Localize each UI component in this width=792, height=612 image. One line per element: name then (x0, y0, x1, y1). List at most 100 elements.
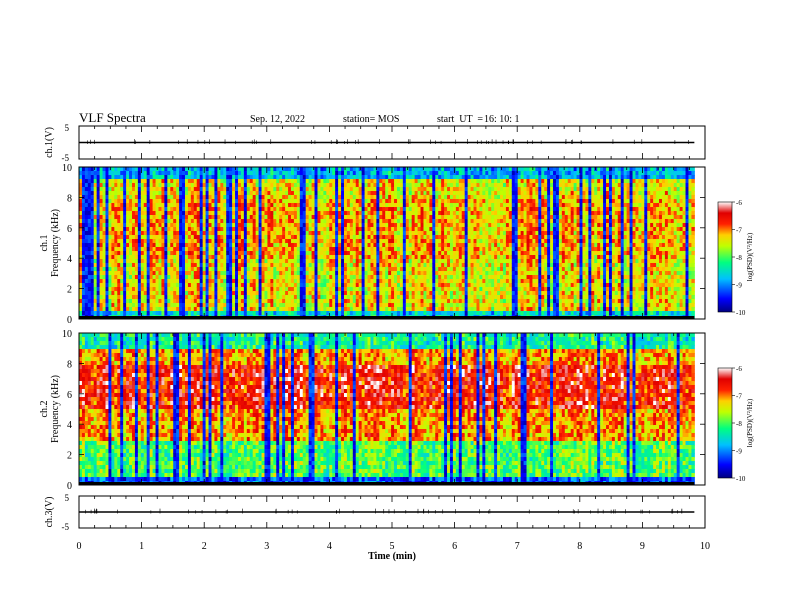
spectrogram-cell (423, 299, 427, 304)
spectrogram-cell (382, 255, 386, 260)
spectrogram-cell (126, 179, 130, 184)
spectrogram-cell (332, 187, 336, 192)
spectrogram-cell (155, 195, 159, 200)
spectrogram-cell (123, 307, 127, 312)
spectrogram-cell (205, 243, 210, 248)
spectrogram-cell (296, 183, 301, 188)
spectrogram-cell (143, 179, 148, 184)
spectrogram-cell (276, 299, 280, 304)
spectrogram-cell (246, 307, 251, 312)
spectrogram-cell (90, 271, 95, 276)
spectrogram-cell (205, 219, 210, 224)
spectrogram-cell (249, 243, 254, 248)
spectrogram-cell (444, 287, 448, 292)
spectrogram-cell (394, 275, 398, 280)
spectrogram-cell (217, 311, 221, 316)
spectrogram-cell (99, 303, 104, 308)
spectrogram-cell (90, 199, 95, 204)
spectrogram-cell (426, 303, 430, 308)
spectrogram-cell (155, 227, 159, 232)
spectrogram-cell (81, 259, 86, 264)
spectrogram-cell (388, 243, 392, 248)
spectrogram-cell (367, 203, 371, 208)
spectrogram-cell (81, 299, 86, 304)
spectrogram-cell (84, 299, 89, 304)
spectrogram-cell (305, 231, 310, 236)
spectrogram-cell (394, 187, 398, 192)
spectrogram-cell (123, 223, 127, 228)
spectrogram-cell (179, 231, 183, 236)
spectrogram-cell (232, 215, 236, 220)
spectrogram-cell (408, 243, 413, 248)
spectrogram-cell (205, 295, 210, 300)
spectrogram-cell (326, 235, 330, 240)
spectrogram-cell (355, 211, 360, 216)
spectrogram-cell (205, 287, 210, 292)
spectrogram-cell (220, 275, 224, 280)
spectrogram-cell (329, 167, 333, 172)
spectrogram-cell (149, 267, 154, 272)
spectrogram-cell (276, 267, 280, 272)
spectrogram-cell (246, 235, 251, 240)
spectrogram-cell (211, 211, 215, 216)
spectrogram-cell (255, 275, 260, 280)
spectrogram-cell (217, 167, 221, 172)
spectrogram-cell (326, 195, 330, 200)
spectrogram-cell (293, 251, 298, 256)
spectrogram-cell (134, 171, 139, 176)
spectrogram-cell (108, 295, 112, 300)
spectrogram-cell (237, 283, 242, 288)
spectrogram-cell (220, 223, 224, 228)
spectrogram-cell (223, 183, 227, 188)
spectrogram-cell (196, 215, 201, 220)
spectrogram-cell (120, 187, 124, 192)
spectrogram-cell (285, 227, 289, 232)
spectrogram-cell (429, 183, 433, 188)
spectrogram-cell (346, 243, 351, 248)
spectrogram-cell (126, 187, 130, 192)
spectrogram-cell (137, 239, 142, 244)
spectrogram-cell (346, 215, 351, 220)
spectrogram-cell (173, 279, 177, 284)
spectrogram-cell (232, 243, 236, 248)
spectrogram-cell (199, 207, 204, 212)
spectrogram-cell (90, 287, 95, 292)
spectrogram-cell (323, 231, 327, 236)
spectrogram-cell (232, 175, 236, 180)
spectrogram-cell (276, 271, 280, 276)
spectrogram-cell (108, 247, 112, 252)
spectrogram-cell (394, 255, 398, 260)
spectrogram-cell (149, 171, 154, 176)
spectrogram-cell (447, 251, 451, 256)
spectrogram-cell (196, 231, 201, 236)
spectrogram-cell (391, 195, 395, 200)
spectrogram-cell (346, 299, 351, 304)
spectrogram-cell (158, 191, 162, 196)
spectrogram-cell (93, 287, 98, 292)
spectrogram-cell (276, 203, 280, 208)
spectrogram-cell (226, 295, 230, 300)
spectrogram-cell (285, 247, 289, 252)
spectrogram-cell (296, 283, 301, 288)
spectrogram-cell (217, 171, 221, 176)
spectrogram-cell (182, 243, 186, 248)
spectrogram-cell (105, 235, 109, 240)
spectrogram-cell (329, 191, 333, 196)
spectrogram-cell (449, 307, 454, 312)
spectrogram-cell (187, 247, 192, 252)
spectrogram-cell (394, 259, 398, 264)
spectrogram-cell (332, 215, 336, 220)
spectrogram-cell (193, 171, 198, 176)
spectrogram-cell (420, 247, 424, 252)
spectrogram-cell (93, 303, 98, 308)
spectrogram-cell (288, 283, 292, 288)
spectrogram-cell (447, 231, 451, 236)
spectrogram-cell (264, 183, 268, 188)
spectrogram-cell (285, 259, 289, 264)
spectrogram-cell (229, 203, 233, 208)
spectrogram-cell (394, 303, 398, 308)
spectrogram-cell (305, 311, 310, 316)
spectrogram-cell (382, 307, 386, 312)
spectrogram-cell (338, 299, 342, 304)
spectrogram-cell (190, 267, 195, 272)
